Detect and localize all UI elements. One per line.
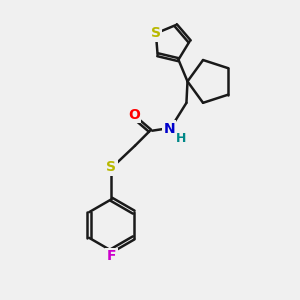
Text: N: N (164, 122, 175, 136)
Text: H: H (176, 132, 186, 145)
Text: F: F (107, 249, 116, 263)
Text: S: S (151, 26, 161, 40)
Text: O: O (128, 108, 140, 122)
Text: S: S (106, 160, 116, 174)
